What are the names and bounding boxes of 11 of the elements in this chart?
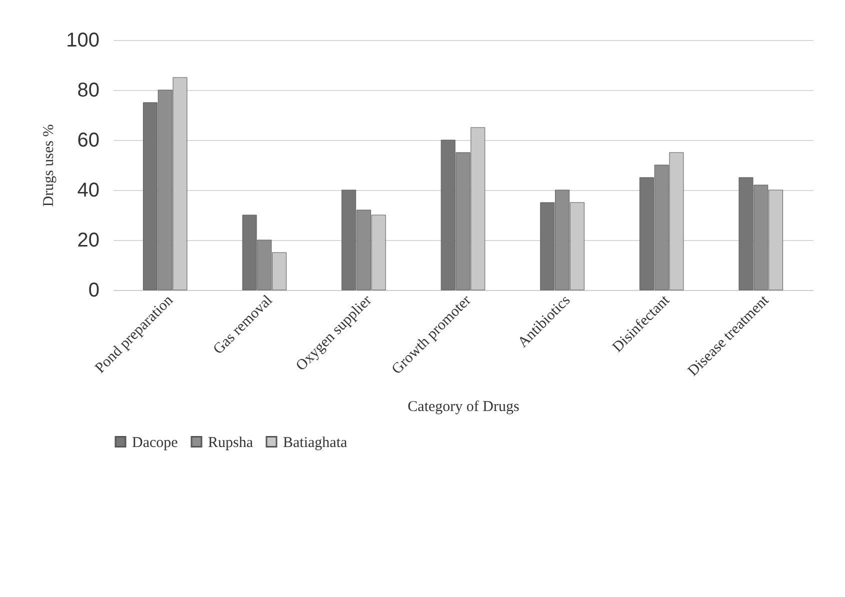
y-tick-label: 40 (77, 180, 100, 202)
y-tick-label: 20 (77, 230, 100, 252)
y-tick-label: 100 (66, 30, 100, 52)
x-axis-title: Category of Drugs (408, 398, 520, 415)
y-axis-title: Drugs uses % (41, 124, 58, 207)
y-tick-label: 0 (88, 280, 100, 302)
legend-label: Dacope (132, 434, 178, 451)
legend-label: Batiaghata (283, 434, 348, 451)
legend-label: Rupsha (208, 434, 254, 451)
y-tick-label: 80 (77, 80, 100, 102)
y-tick-label: 60 (77, 130, 100, 152)
